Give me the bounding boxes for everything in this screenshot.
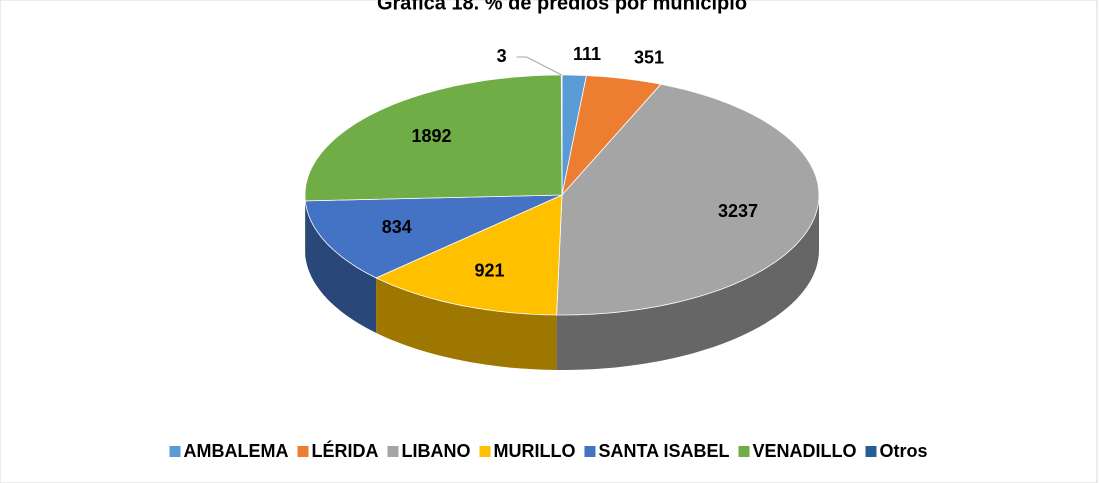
data-label: 3 [497, 46, 507, 66]
pie-slice [560, 74, 563, 196]
pie-slice-side [305, 200, 377, 333]
legend-label: AMBALEMA [183, 441, 288, 461]
legend-label: Otros [880, 441, 928, 461]
legend-swatch [865, 446, 877, 457]
data-label: 3237 [718, 201, 758, 221]
data-label: 351 [634, 47, 664, 67]
legend-label: MURILLO [493, 441, 575, 461]
pie-slice [375, 194, 563, 316]
legend-swatch [584, 446, 596, 457]
legend-label: SANTA ISABEL [598, 441, 729, 461]
legend-swatch [169, 446, 181, 457]
legend-swatch [738, 446, 750, 457]
data-label: 1892 [412, 126, 452, 146]
legend-label: VENADILLO [752, 441, 856, 461]
chart-title: Gráfica 18. % de predios por municipio [377, 0, 747, 14]
legend-label: LIBANO [401, 441, 470, 461]
leader-line [516, 56, 562, 76]
data-label: 921 [474, 261, 504, 281]
pie-slice [561, 75, 662, 197]
legend-swatch [479, 446, 491, 457]
pie-slice [304, 194, 563, 279]
legend: AMBALEMA LÉRIDA LIBANO MURILLO SANTA ISABEL V… [169, 440, 928, 461]
legend-label: LÉRIDA [311, 440, 378, 461]
pie-slice-side [556, 195, 819, 370]
legend-swatch [297, 446, 309, 457]
pie-slice [304, 74, 563, 202]
data-label: 834 [382, 217, 412, 237]
pie-slice-side [376, 277, 557, 370]
pie-slice [556, 83, 820, 316]
data-label: 111 [573, 44, 601, 64]
legend-swatch [387, 446, 399, 457]
